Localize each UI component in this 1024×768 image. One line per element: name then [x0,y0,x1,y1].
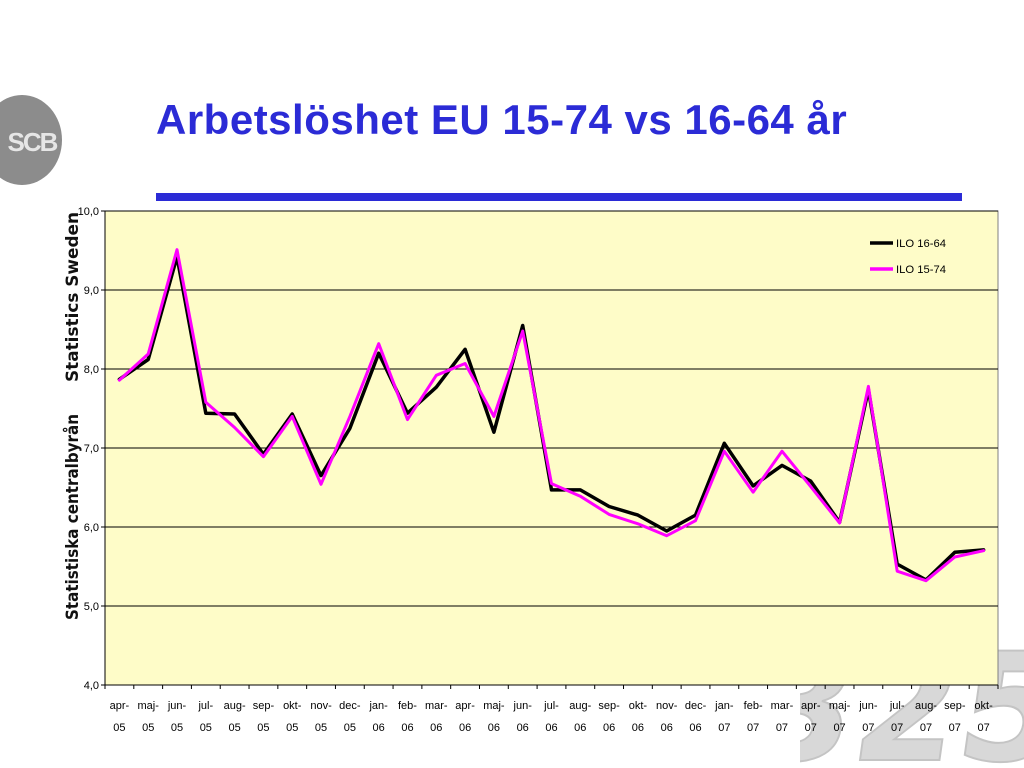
x-tick-label: jul- [543,700,559,712]
title-underline [156,193,962,201]
x-tick-label: maj- [483,700,505,712]
x-tick-label: 07 [718,722,730,734]
x-tick-label: 05 [229,722,241,734]
x-tick-label: 05 [286,722,298,734]
y-tick-label: 5,0 [84,601,99,613]
x-axis-ticks: apr- 05 maj- 05 jun- 05 jul- 05 aug- 05 sep- 05 okt-… [104,685,999,734]
x-tick-label: 06 [517,722,529,734]
x-tick-label: feb- [398,700,417,712]
x-tick-label: jan- [368,700,388,712]
x-tick-label: okt- [283,700,302,712]
x-tick-label: 07 [949,722,961,734]
x-tick-label: nov- [310,700,332,712]
x-tick-label: jul- [889,700,905,712]
x-tick-label: 06 [689,722,701,734]
legend: ILO 16-64 ILO 15-74 [870,238,946,276]
x-tick-label: sep- [944,700,966,712]
x-tick-label: dec- [685,700,707,712]
legend-label: ILO 16-64 [896,238,946,250]
x-tick-label: 06 [545,722,557,734]
series-line-ilo-15-74 [117,248,986,583]
x-tick-label: sep- [253,700,275,712]
x-tick-label: jun- [513,700,533,712]
y-tick-label: 9,0 [84,285,99,297]
x-tick-label: 07 [805,722,817,734]
x-tick-label: 06 [603,722,615,734]
x-tick-label: apr- [110,700,130,712]
x-tick-label: 05 [257,722,269,734]
x-tick-label: maj- [829,700,851,712]
side-label: Statistics Sweden Statistiska centralbyr… [61,212,83,620]
x-tick-label: feb- [744,700,763,712]
scb-logo: SCB [0,95,62,185]
x-tick-label: apr- [455,700,475,712]
x-tick-label: dec- [339,700,361,712]
x-tick-label: okt- [974,700,993,712]
x-tick-label: 07 [833,722,845,734]
x-tick-label: 05 [171,722,183,734]
x-tick-label: 06 [373,722,385,734]
x-tick-label: 05 [200,722,212,734]
x-tick-label: 06 [488,722,500,734]
x-tick-label: jun- [858,700,878,712]
side-label-bottom: Statistiska centralbyrån [61,414,83,620]
x-tick-label: 07 [747,722,759,734]
x-tick-label: maj- [138,700,160,712]
x-tick-label: 07 [891,722,903,734]
y-tick-label: 7,0 [84,443,99,455]
y-tick-label: 10,0 [78,206,99,218]
x-tick-label: nov- [656,700,678,712]
y-axis-ticks: 4,0 5,0 6,0 7,0 8,0 9,0 10,0 [78,206,998,692]
x-tick-label: 05 [113,722,125,734]
x-tick-label: 07 [862,722,874,734]
x-tick-label: jan- [714,700,734,712]
x-tick-label: jul- [197,700,213,712]
x-tick-label: apr- [801,700,821,712]
x-tick-label: 07 [776,722,788,734]
x-tick-label: aug- [569,700,591,712]
x-tick-label: 07 [920,722,932,734]
x-tick-label: 05 [142,722,154,734]
x-tick-label: aug- [915,700,937,712]
scb-logo-text: SCB [8,127,58,157]
x-tick-label: 06 [661,722,673,734]
legend-label: ILO 15-74 [896,264,946,276]
series-lines [117,248,986,583]
page-title: Arbetslöshet EU 15-74 vs 16-64 år [156,96,848,143]
x-tick-label: 06 [459,722,471,734]
x-tick-label: okt- [629,700,648,712]
x-tick-label: mar- [771,700,794,712]
y-tick-label: 6,0 [84,522,99,534]
x-tick-label: sep- [598,700,620,712]
x-tick-label: 06 [574,722,586,734]
x-tick-label: 06 [632,722,644,734]
x-tick-label: 05 [315,722,327,734]
y-tick-label: 4,0 [84,680,99,692]
x-tick-label: 06 [401,722,413,734]
x-tick-label: jun- [167,700,187,712]
side-label-top: Statistics Sweden [63,212,83,382]
y-tick-label: 8,0 [84,364,99,376]
x-tick-label: 07 [977,722,989,734]
x-tick-label: aug- [224,700,246,712]
x-tick-label: mar- [425,700,448,712]
x-tick-label: 06 [430,722,442,734]
x-tick-label: 05 [344,722,356,734]
